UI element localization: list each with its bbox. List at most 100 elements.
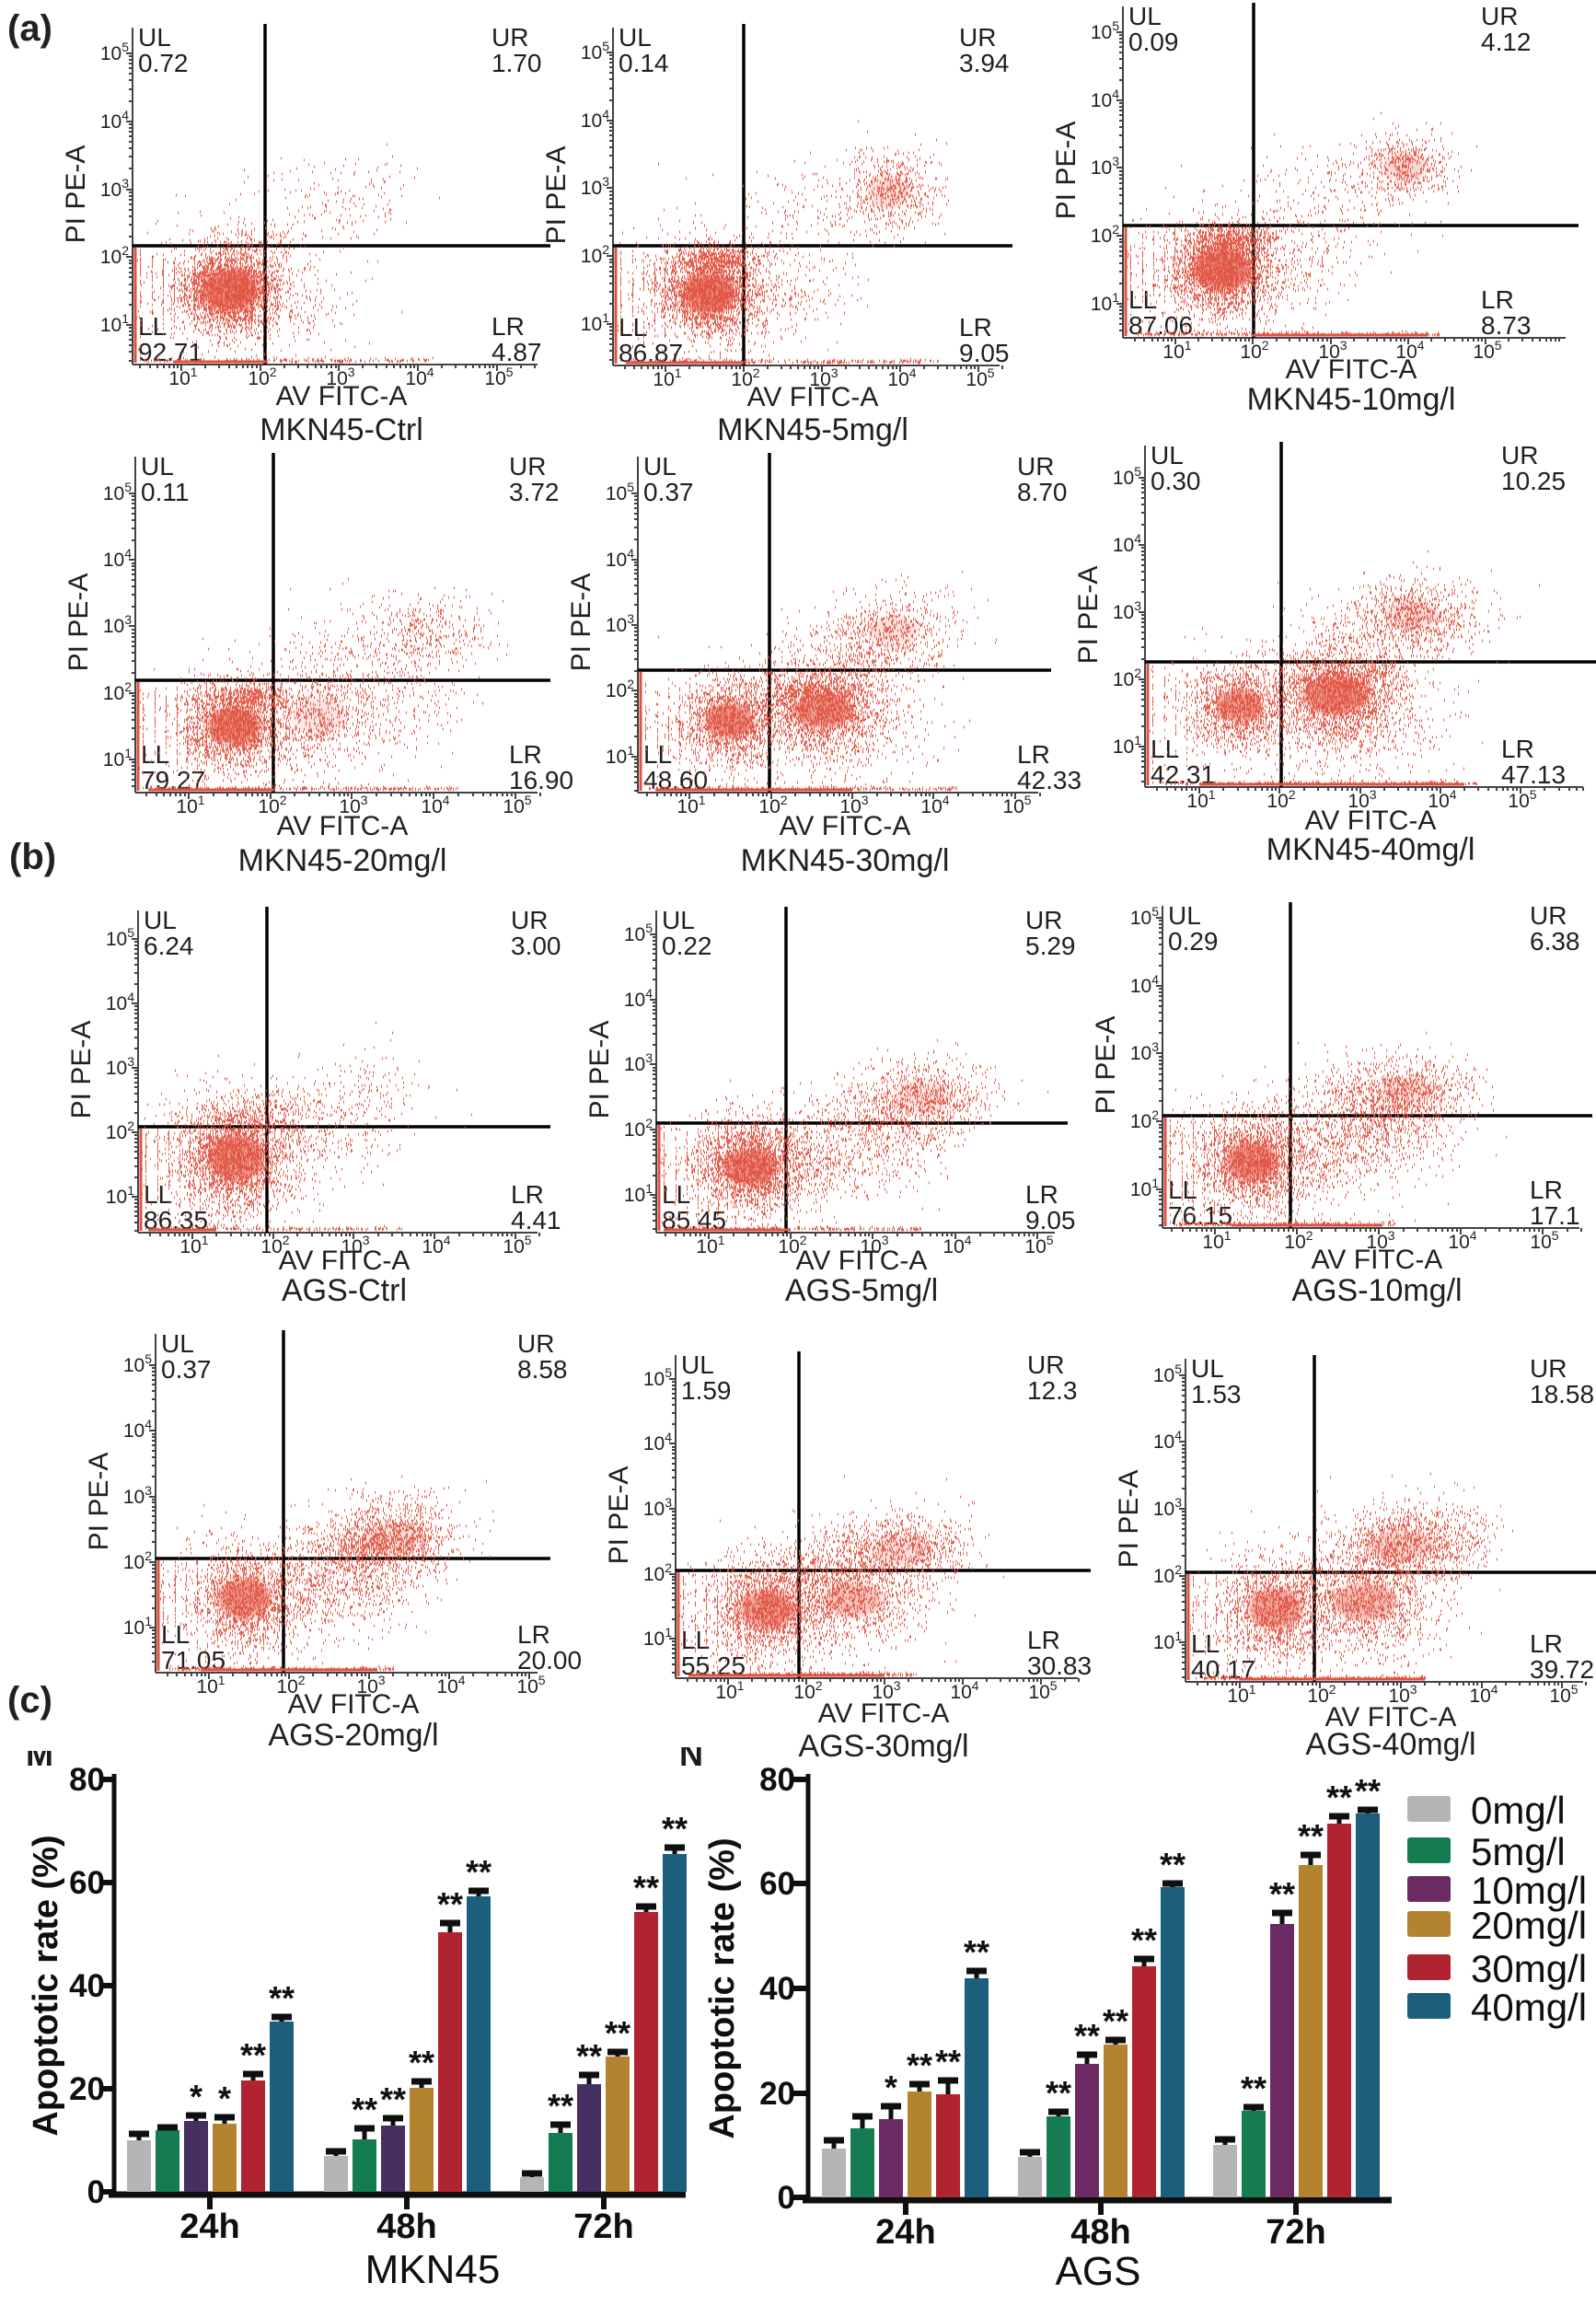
svg-text:UL: UL bbox=[1128, 2, 1162, 30]
svg-text:**: ** bbox=[605, 2014, 630, 2052]
svg-text:**: ** bbox=[1269, 1875, 1295, 1913]
svg-text:18.58: 18.58 bbox=[1530, 1380, 1594, 1408]
svg-text:20: 20 bbox=[69, 2071, 105, 2107]
svg-text:LR: LR bbox=[492, 312, 525, 341]
svg-text:**: ** bbox=[466, 1853, 492, 1891]
svg-text:**: ** bbox=[935, 2043, 961, 2080]
svg-text:LR: LR bbox=[1027, 1626, 1060, 1654]
svg-text:AV FITC-A: AV FITC-A bbox=[780, 811, 911, 841]
svg-text:PI PE-A: PI PE-A bbox=[1114, 1470, 1144, 1569]
svg-text:UL: UL bbox=[161, 1329, 194, 1358]
svg-text:72h: 72h bbox=[1266, 2213, 1325, 2252]
svg-text:6.38: 6.38 bbox=[1530, 927, 1580, 956]
svg-text:UR: UR bbox=[509, 452, 546, 481]
svg-text:MKN45-Ctrl: MKN45-Ctrl bbox=[260, 412, 423, 447]
svg-text:48h: 48h bbox=[376, 2208, 436, 2246]
svg-text:0: 0 bbox=[778, 2180, 795, 2216]
svg-text:**: ** bbox=[1298, 1817, 1324, 1855]
svg-text:8.58: 8.58 bbox=[517, 1355, 568, 1384]
svg-text:UL: UL bbox=[1168, 901, 1201, 930]
svg-text:3.72: 3.72 bbox=[509, 478, 560, 506]
svg-text:**: ** bbox=[1074, 2017, 1100, 2055]
svg-text:9.05: 9.05 bbox=[959, 339, 1010, 367]
svg-text:24h: 24h bbox=[179, 2208, 239, 2246]
svg-text:80: 80 bbox=[69, 1762, 105, 1798]
svg-text:AV FITC-A: AV FITC-A bbox=[276, 381, 408, 411]
svg-text:**: ** bbox=[409, 2044, 434, 2081]
svg-text:30.83: 30.83 bbox=[1027, 1651, 1092, 1680]
svg-text:LL: LL bbox=[619, 313, 647, 342]
svg-text:**: ** bbox=[1241, 2069, 1266, 2107]
svg-text:AGS-Ctrl: AGS-Ctrl bbox=[282, 1273, 407, 1308]
svg-text:104: 104 bbox=[581, 107, 609, 132]
svg-text:UL: UL bbox=[643, 452, 677, 481]
svg-text:5mg/l: 5mg/l bbox=[1471, 1830, 1566, 1873]
svg-text:PI PE-A: PI PE-A bbox=[604, 1466, 634, 1565]
svg-text:UR: UR bbox=[492, 23, 528, 52]
svg-text:24h: 24h bbox=[875, 2213, 935, 2252]
svg-text:UL: UL bbox=[1191, 1354, 1224, 1383]
svg-text:16.90: 16.90 bbox=[509, 766, 573, 794]
svg-text:LR: LR bbox=[517, 1620, 550, 1649]
svg-text:48h: 48h bbox=[1070, 2213, 1130, 2252]
svg-text:1.53: 1.53 bbox=[1191, 1380, 1242, 1408]
svg-text:AV FITC-A: AV FITC-A bbox=[1312, 1245, 1443, 1275]
svg-text:UL: UL bbox=[141, 452, 174, 481]
svg-text:**: ** bbox=[1046, 2074, 1071, 2112]
svg-text:UR: UR bbox=[1530, 1354, 1567, 1383]
svg-text:AGS-40mg/l: AGS-40mg/l bbox=[1305, 1727, 1475, 1762]
svg-text:87.06: 87.06 bbox=[1128, 311, 1193, 340]
svg-text:AV FITC-A: AV FITC-A bbox=[1286, 354, 1417, 385]
svg-text:MKN45-40mg/l: MKN45-40mg/l bbox=[1266, 832, 1475, 867]
svg-text:LR: LR bbox=[1017, 740, 1050, 769]
svg-text:LR: LR bbox=[1530, 1629, 1563, 1658]
svg-text:LR: LR bbox=[509, 740, 542, 769]
svg-text:AV FITC-A: AV FITC-A bbox=[277, 811, 409, 841]
svg-text:20.00: 20.00 bbox=[517, 1646, 582, 1674]
svg-text:(b): (b) bbox=[9, 837, 56, 877]
svg-text:30mg/l: 30mg/l bbox=[1471, 1947, 1587, 1990]
svg-text:UR: UR bbox=[1530, 901, 1567, 930]
svg-text:**: ** bbox=[1160, 1846, 1185, 1883]
svg-text:10mg/l: 10mg/l bbox=[1471, 1869, 1587, 1912]
svg-text:101: 101 bbox=[1186, 787, 1215, 812]
svg-text:AGS-30mg/l: AGS-30mg/l bbox=[798, 1729, 968, 1764]
svg-text:**: ** bbox=[437, 1885, 463, 1923]
svg-text:0.30: 0.30 bbox=[1151, 467, 1201, 495]
svg-text:PI PE-A: PI PE-A bbox=[541, 146, 572, 245]
svg-text:**: ** bbox=[1131, 1921, 1157, 1959]
svg-text:4.87: 4.87 bbox=[492, 338, 542, 366]
svg-text:104: 104 bbox=[1130, 972, 1159, 997]
svg-text:LR: LR bbox=[511, 1180, 544, 1209]
svg-text:PI PE-A: PI PE-A bbox=[84, 1453, 114, 1551]
svg-text:PI PE-A: PI PE-A bbox=[566, 574, 596, 672]
svg-text:0.72: 0.72 bbox=[138, 49, 189, 77]
svg-text:UL: UL bbox=[662, 906, 695, 934]
svg-text:**: ** bbox=[576, 2037, 602, 2075]
svg-text:UL: UL bbox=[619, 23, 652, 52]
svg-text:42.33: 42.33 bbox=[1017, 766, 1081, 794]
svg-text:UR: UR bbox=[1501, 441, 1538, 469]
svg-text:AGS: AGS bbox=[1056, 2249, 1141, 2294]
svg-text:AV FITC-A: AV FITC-A bbox=[818, 1698, 950, 1729]
svg-text:**: ** bbox=[240, 2036, 266, 2074]
svg-text:8.73: 8.73 bbox=[1481, 311, 1532, 340]
svg-text:MKN45-20mg/l: MKN45-20mg/l bbox=[238, 843, 447, 878]
svg-text:40mg/l: 40mg/l bbox=[1471, 1986, 1587, 2029]
svg-text:PI PE-A: PI PE-A bbox=[64, 574, 94, 672]
svg-text:40: 40 bbox=[759, 1971, 795, 2007]
svg-text:0: 0 bbox=[87, 2174, 105, 2210]
svg-text:UR: UR bbox=[511, 906, 548, 934]
svg-text:0mg/l: 0mg/l bbox=[1471, 1789, 1566, 1832]
svg-text:(a): (a) bbox=[7, 8, 52, 49]
svg-text:LR: LR bbox=[1481, 285, 1514, 314]
svg-text:UL: UL bbox=[138, 23, 171, 52]
svg-text:**: ** bbox=[269, 1979, 295, 2017]
svg-text:39.72: 39.72 bbox=[1530, 1655, 1594, 1684]
svg-text:Apoptotic rate (%): Apoptotic rate (%) bbox=[27, 1835, 65, 2136]
svg-text:MKN45-30mg/l: MKN45-30mg/l bbox=[741, 843, 950, 878]
svg-text:**: ** bbox=[633, 1869, 659, 1906]
svg-text:103: 103 bbox=[860, 1233, 888, 1257]
svg-text:**: ** bbox=[380, 2080, 406, 2118]
svg-text:60: 60 bbox=[69, 1865, 105, 1901]
